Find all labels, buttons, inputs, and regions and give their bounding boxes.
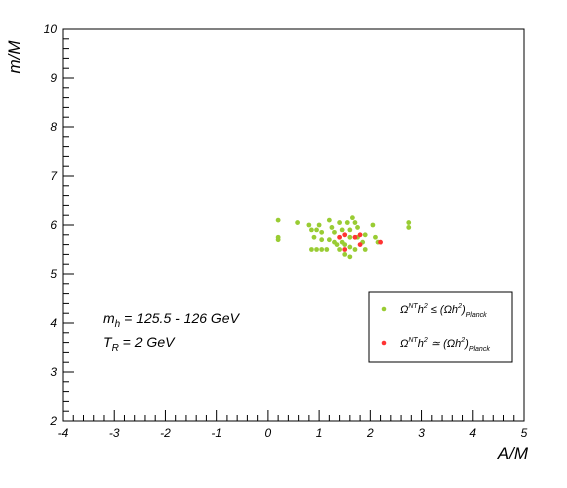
- annotation-mass: mh = 125.5 - 126 GeV: [103, 310, 241, 330]
- x-tick-label: 1: [316, 426, 323, 440]
- point-green: [337, 247, 342, 252]
- x-tick-labels: -4 -3 -2 -1 0 1 2 3 4 5: [58, 426, 528, 440]
- point-green: [314, 227, 319, 233]
- y-tick-label: 7: [50, 169, 58, 183]
- annotation-temperature: TR = 2 GeV: [103, 334, 176, 354]
- data-points: [275, 215, 412, 260]
- point-green: [347, 254, 353, 260]
- point-red: [342, 232, 348, 238]
- y-tick-label: 3: [50, 365, 57, 379]
- point-green: [309, 227, 314, 233]
- point-green: [370, 222, 376, 228]
- point-green: [362, 247, 368, 252]
- point-green: [311, 234, 317, 240]
- point-green: [319, 247, 325, 252]
- point-red: [378, 239, 383, 245]
- x-axis-label: A/M: [497, 444, 529, 463]
- point-green: [342, 242, 348, 248]
- point-red: [357, 232, 363, 238]
- point-green: [319, 229, 325, 235]
- legend-entry-green: ΩNTh2 ≤ (Ωh2)Planck: [400, 303, 487, 319]
- point-green: [329, 225, 335, 230]
- point-green: [373, 234, 378, 240]
- point-green: [347, 244, 353, 250]
- x-tick-label: -2: [160, 426, 171, 440]
- y-tick-label: 5: [50, 267, 57, 281]
- point-green: [352, 247, 358, 252]
- y-tick-labels: 2 3 4 5 6 7 8 9 10: [44, 22, 59, 428]
- point-green: [324, 247, 330, 252]
- point-red: [352, 234, 358, 240]
- point-red: [342, 247, 348, 252]
- y-tick-label: 8: [50, 120, 57, 134]
- x-tick-label: -3: [109, 426, 120, 440]
- point-green: [309, 247, 314, 252]
- point-green: [406, 220, 412, 225]
- point-green: [332, 229, 337, 235]
- point-green: [362, 232, 368, 238]
- y-tick-label: 9: [50, 71, 57, 85]
- point-green: [406, 225, 412, 230]
- point-green: [319, 237, 325, 243]
- point-red: [337, 234, 342, 240]
- point-green: [350, 215, 355, 221]
- point-green: [295, 220, 300, 225]
- x-tick-label: 3: [418, 426, 425, 440]
- point-green: [326, 237, 332, 243]
- y-tick-label: 6: [50, 218, 57, 232]
- legend-marker-green: [381, 306, 387, 312]
- legend: ΩNTh2 ≤ (Ωh2)Planck ΩNTh2 ≃ (Ωh2)Planck: [368, 291, 513, 363]
- y-tick-label: 4: [50, 316, 57, 330]
- point-green: [337, 220, 342, 225]
- point-green: [347, 227, 353, 233]
- x-tick-label: 0: [265, 426, 272, 440]
- x-tick-label: -1: [211, 426, 222, 440]
- x-tick-label: 5: [521, 426, 528, 440]
- point-green: [275, 217, 281, 223]
- legend-marker-red: [381, 340, 387, 346]
- y-axis-label: m/M: [5, 40, 24, 74]
- x-tick-label: 4: [469, 426, 476, 440]
- point-green: [275, 237, 281, 243]
- point-green: [334, 242, 340, 248]
- x-tick-label: -4: [58, 426, 69, 440]
- point-green: [352, 220, 358, 225]
- point-green: [314, 247, 319, 252]
- x-tick-label: 2: [366, 426, 374, 440]
- point-green: [306, 222, 312, 228]
- x-axis-ticks: [62, 410, 525, 421]
- y-tick-label: 10: [44, 22, 58, 36]
- point-green: [344, 220, 350, 225]
- point-green: [347, 234, 353, 240]
- point-green: [316, 222, 322, 228]
- y-tick-label: 2: [49, 414, 57, 428]
- point-green: [326, 217, 332, 223]
- legend-box: [368, 291, 513, 363]
- y-axis-ticks: [63, 28, 74, 422]
- point-red: [357, 242, 363, 248]
- point-green: [339, 227, 345, 233]
- point-green: [342, 252, 348, 257]
- point-green: [355, 225, 360, 230]
- legend-entry-red: ΩNTh2 ≃ (Ωh2)Planck: [400, 337, 490, 353]
